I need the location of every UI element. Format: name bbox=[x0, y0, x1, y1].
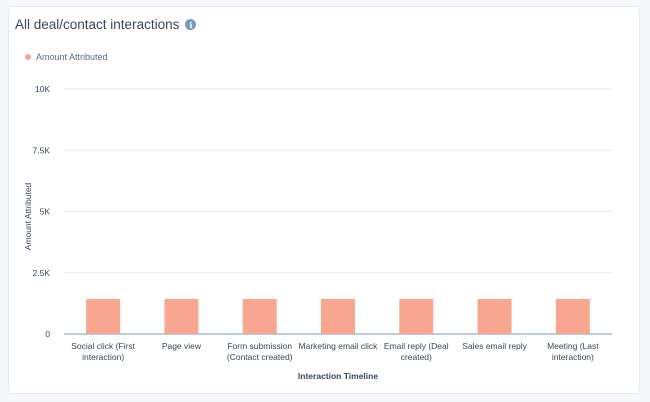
chart-title: All deal/contact interactions bbox=[15, 17, 180, 32]
bar[interactable] bbox=[399, 298, 434, 334]
y-tick-label: 0 bbox=[45, 329, 50, 339]
info-icon[interactable]: i bbox=[185, 19, 197, 30]
x-tick-label: Marketing email click bbox=[299, 341, 379, 351]
x-tick-label: Email reply (Deal created) bbox=[384, 341, 449, 362]
chart-card: All deal/contact interactions i Amount A… bbox=[8, 6, 640, 394]
y-axis-title: Amount Attributed bbox=[23, 182, 33, 250]
legend-label: Amount Attributed bbox=[36, 52, 108, 62]
bar-chart: 0 2.5K 5K 7.5K 10K Amount Attributed Social cl… bbox=[23, 84, 612, 381]
x-tick-label: Meeting (Last interaction) bbox=[547, 341, 599, 362]
y-tick-label: 2.5K bbox=[33, 268, 51, 278]
bar[interactable] bbox=[86, 298, 121, 334]
chart-legend[interactable]: Amount Attributed bbox=[25, 52, 108, 62]
x-tick-label: Sales email reply bbox=[462, 341, 527, 351]
bar[interactable] bbox=[555, 298, 590, 334]
bar[interactable] bbox=[321, 298, 355, 334]
bar[interactable] bbox=[242, 298, 277, 334]
y-tick-label: 7.5K bbox=[33, 145, 51, 155]
chart-header: All deal/contact interactions i bbox=[15, 17, 197, 32]
x-tick-label: Form submission (Contact created) bbox=[227, 341, 293, 362]
bar[interactable] bbox=[164, 298, 199, 334]
x-tick-label: Page view bbox=[162, 341, 202, 351]
y-tick-label: 10K bbox=[35, 84, 50, 94]
bar[interactable] bbox=[477, 298, 512, 334]
y-tick-label: 5K bbox=[40, 207, 51, 217]
x-axis-title: Interaction Timeline bbox=[298, 371, 378, 381]
x-tick-label: Social click (First interaction) bbox=[71, 341, 135, 362]
legend-swatch bbox=[25, 54, 31, 60]
